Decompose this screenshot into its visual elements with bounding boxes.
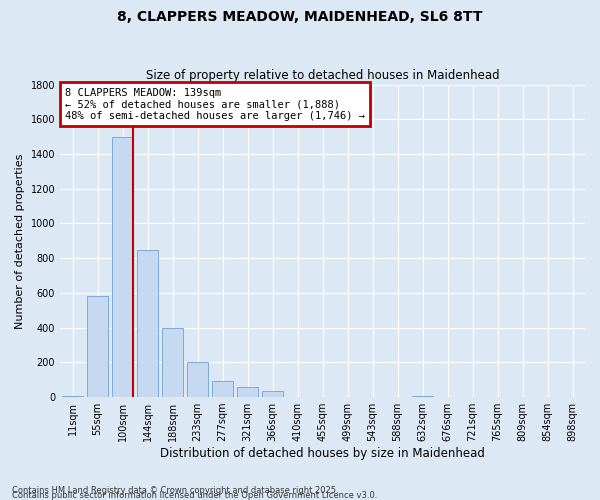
Bar (412, 396, 433, 397)
Text: Contains public sector information licensed under the Open Government Licence v3: Contains public sector information licen… (12, 490, 377, 500)
Bar (62, 396, 83, 397)
Text: 8 CLAPPERS MEADOW: 139sqm
← 52% of detached houses are smaller (1,888)
48% of se: 8 CLAPPERS MEADOW: 139sqm ← 52% of detac… (65, 88, 365, 121)
Bar (212, 382, 233, 397)
Text: Contains HM Land Registry data © Crown copyright and database right 2025.: Contains HM Land Registry data © Crown c… (12, 486, 338, 495)
Bar (237, 386, 258, 397)
Text: 8, CLAPPERS MEADOW, MAIDENHEAD, SL6 8TT: 8, CLAPPERS MEADOW, MAIDENHEAD, SL6 8TT (117, 10, 483, 24)
X-axis label: Distribution of detached houses by size in Maidenhead: Distribution of detached houses by size … (160, 447, 485, 460)
Title: Size of property relative to detached houses in Maidenhead: Size of property relative to detached ho… (146, 69, 499, 82)
Bar (162, 328, 183, 397)
Bar (87, 296, 108, 397)
Bar (187, 362, 208, 397)
Bar (137, 250, 158, 397)
Bar (112, 136, 133, 397)
Y-axis label: Number of detached properties: Number of detached properties (15, 153, 25, 328)
Bar (262, 391, 283, 397)
